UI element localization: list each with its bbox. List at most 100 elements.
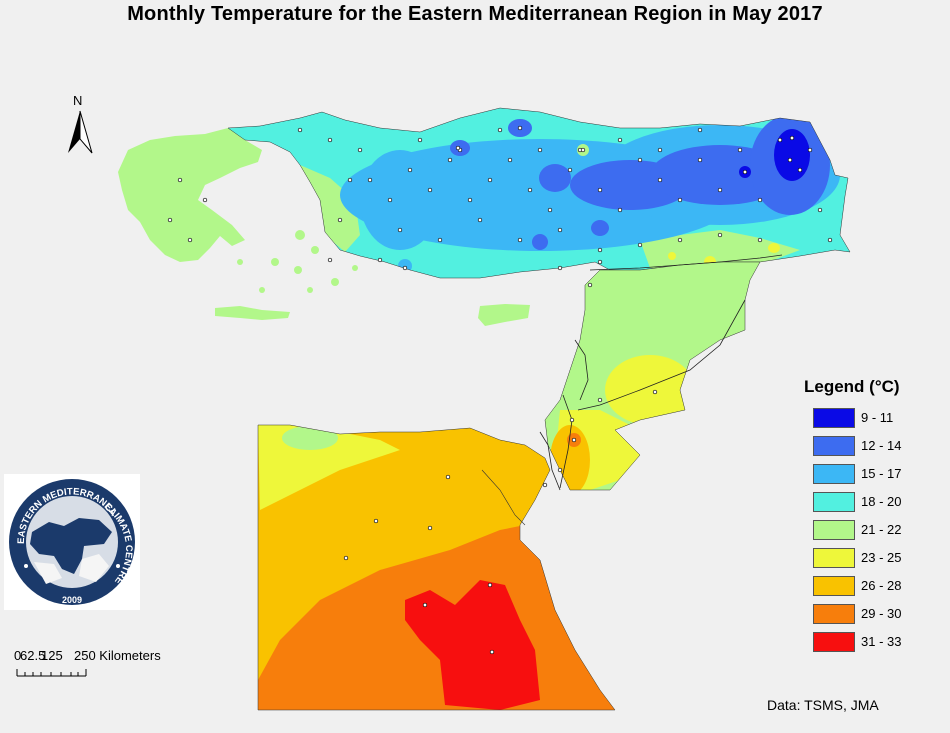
station-marker: [757, 237, 763, 243]
station-marker: [537, 147, 543, 153]
station-marker: [327, 137, 333, 143]
station-marker: [657, 147, 663, 153]
legend-swatch: [813, 632, 855, 652]
logo-year: 2009: [62, 595, 82, 605]
station-marker: [652, 389, 658, 395]
legend-swatch: [813, 436, 855, 456]
station-marker: [477, 217, 483, 223]
egypt-region: [257, 424, 616, 711]
legend-swatch: [813, 520, 855, 540]
station-marker: [373, 518, 379, 524]
legend-swatch: [813, 604, 855, 624]
station-marker: [617, 137, 623, 143]
station-marker: [437, 237, 443, 243]
scale-label-zero: 0: [14, 648, 22, 663]
station-marker: [377, 257, 383, 263]
station-marker: [167, 217, 173, 223]
scale-label-250: 250 Kilometers: [74, 648, 161, 663]
station-marker: [597, 247, 603, 253]
station-marker: [187, 237, 193, 243]
station-marker: [417, 137, 423, 143]
station-marker: [697, 157, 703, 163]
station-points: [167, 125, 833, 655]
station-marker: [422, 602, 428, 608]
station-marker: [517, 237, 523, 243]
station-marker: [547, 207, 553, 213]
station-marker: [567, 167, 573, 173]
station-marker: [657, 177, 663, 183]
legend-label: 26 - 28: [861, 578, 902, 593]
north-arrow-icon: [68, 110, 93, 154]
station-marker: [597, 187, 603, 193]
station-marker: [580, 147, 586, 153]
levant-region: [544, 261, 761, 491]
station-marker: [427, 525, 433, 531]
legend-label: 18 - 20: [861, 494, 902, 509]
legend-swatch: [813, 576, 855, 596]
north-arrow: N: [62, 93, 98, 157]
station-marker: [367, 177, 373, 183]
svg-text:CLIMATE CENTRE: CLIMATE CENTRE: [102, 502, 134, 587]
station-marker: [677, 197, 683, 203]
map-title: Monthly Temperature for the Eastern Medi…: [127, 3, 823, 25]
station-marker: [487, 177, 493, 183]
legend-label: 29 - 30: [861, 606, 902, 621]
station-marker: [347, 177, 353, 183]
station-marker: [297, 127, 303, 133]
logo-text-top: EASTERN MEDITERRANEAN: [4, 474, 119, 544]
station-marker: [597, 397, 603, 403]
station-marker: [757, 197, 763, 203]
legend-label: 21 - 22: [861, 522, 902, 537]
station-marker: [542, 482, 548, 488]
station-marker: [527, 187, 533, 193]
station-marker: [455, 145, 461, 151]
station-marker: [397, 227, 403, 233]
station-marker: [517, 125, 523, 131]
scale-label-62: 62.5: [20, 648, 46, 663]
station-marker: [557, 467, 563, 473]
scale-bar: 0 62.5 125 250 Kilometers: [14, 648, 184, 678]
station-marker: [467, 197, 473, 203]
logo-text: EASTERN MEDITERRANEAN CLIMATE CENTRE 200…: [4, 474, 134, 605]
station-marker: [357, 147, 363, 153]
station-marker: [827, 237, 833, 243]
legend-label: 23 - 25: [861, 550, 902, 565]
station-marker: [337, 217, 343, 223]
station-marker: [427, 187, 433, 193]
legend-swatch: [813, 464, 855, 484]
station-marker: [777, 137, 783, 143]
legend-label: 12 - 14: [861, 438, 902, 453]
station-marker: [717, 187, 723, 193]
station-marker: [742, 169, 748, 175]
station-marker: [571, 437, 577, 443]
station-marker: [557, 265, 563, 271]
station-marker: [617, 207, 623, 213]
station-marker: [402, 265, 408, 271]
station-marker: [507, 157, 513, 163]
station-marker: [177, 177, 183, 183]
station-marker: [637, 157, 643, 163]
greece-region: [118, 128, 530, 326]
station-marker: [697, 127, 703, 133]
legend-swatch: [813, 492, 855, 512]
station-marker: [569, 417, 575, 423]
station-marker: [787, 157, 793, 163]
station-marker: [327, 257, 333, 263]
svg-text:EASTERN MEDITERRANEAN: EASTERN MEDITERRANEAN: [4, 474, 119, 544]
station-marker: [677, 237, 683, 243]
station-marker: [387, 197, 393, 203]
station-marker: [489, 649, 495, 655]
station-marker: [557, 227, 563, 233]
station-marker: [487, 582, 493, 588]
scale-bar-ticks: [16, 669, 87, 677]
legend-label: 9 - 11: [861, 410, 894, 425]
station-marker: [737, 147, 743, 153]
logo-emblem-icon: [9, 479, 135, 605]
climate-centre-logo: EASTERN MEDITERRANEAN CLIMATE CENTRE 200…: [4, 474, 140, 610]
data-source: Data: TSMS, JMA: [767, 697, 879, 713]
station-marker: [587, 282, 593, 288]
legend-swatch: [813, 408, 855, 428]
legend-label: 31 - 33: [861, 634, 902, 649]
station-marker: [407, 167, 413, 173]
